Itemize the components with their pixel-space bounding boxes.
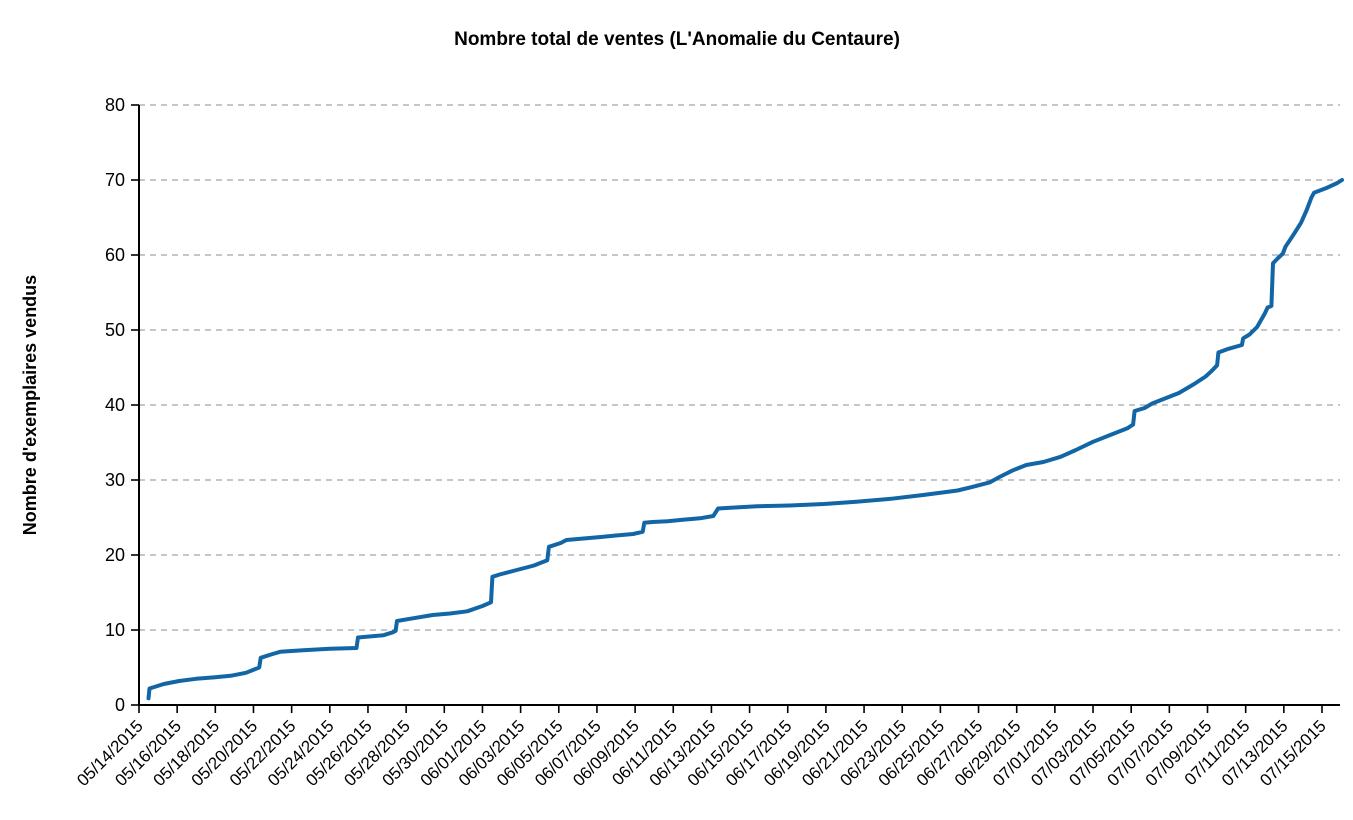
y-tick-label: 0	[115, 695, 125, 715]
y-tick-label: 80	[105, 95, 125, 115]
y-tick-label: 40	[105, 395, 125, 415]
sales-data-line	[146, 178, 1344, 701]
y-tick-label: 30	[105, 470, 125, 490]
y-tick-label: 60	[105, 245, 125, 265]
chart-title: Nombre total de ventes (L'Anomalie du Ce…	[454, 29, 900, 50]
y-tick-label: 10	[105, 620, 125, 640]
y-tick-label: 20	[105, 545, 125, 565]
y-tick-label: 70	[105, 170, 125, 190]
y-tick-label: 50	[105, 320, 125, 340]
plot-area: 0102030405060708005/14/201505/16/201505/…	[73, 95, 1344, 790]
y-axis-title: Nombre d'exemplaires vendus	[20, 275, 40, 535]
